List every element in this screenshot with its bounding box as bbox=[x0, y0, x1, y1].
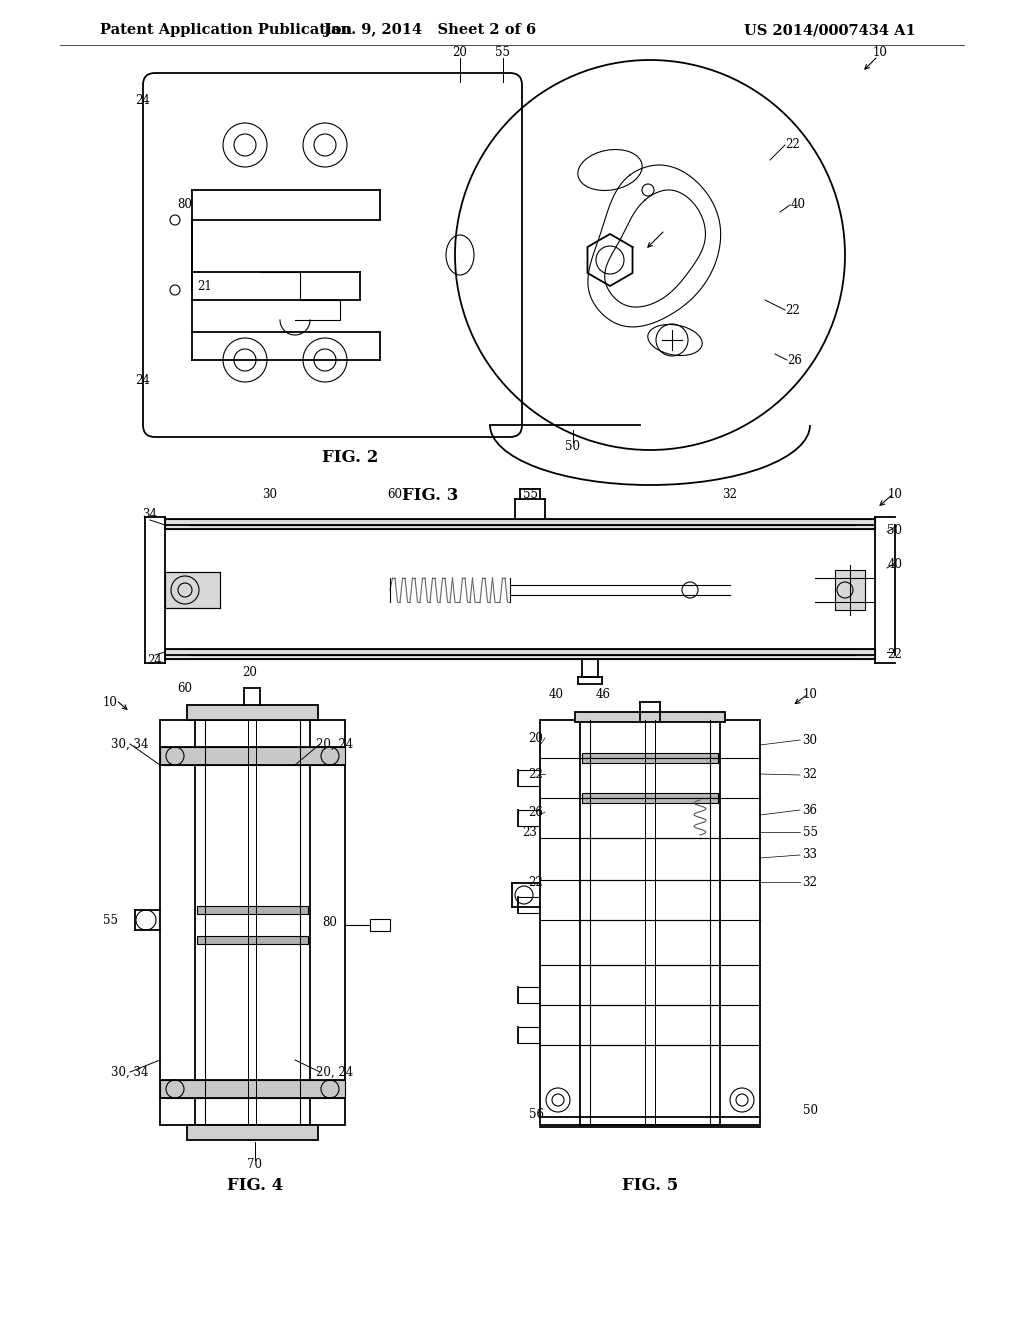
Text: FIG. 3: FIG. 3 bbox=[401, 487, 458, 503]
Text: 50: 50 bbox=[565, 441, 581, 454]
Bar bbox=[160, 719, 345, 1125]
Text: 10: 10 bbox=[872, 45, 888, 58]
Text: 46: 46 bbox=[596, 689, 610, 701]
Bar bbox=[165, 649, 874, 659]
Text: 20, 24: 20, 24 bbox=[316, 738, 353, 751]
Text: 20, 24: 20, 24 bbox=[316, 1065, 353, 1078]
Text: 30: 30 bbox=[803, 734, 817, 747]
Text: 50: 50 bbox=[888, 524, 902, 536]
Text: FIG. 4: FIG. 4 bbox=[227, 1176, 283, 1193]
Text: 24: 24 bbox=[147, 653, 163, 667]
Text: 55: 55 bbox=[496, 45, 511, 58]
Text: 32: 32 bbox=[803, 768, 817, 781]
Text: 55: 55 bbox=[102, 913, 118, 927]
Bar bbox=[370, 919, 390, 931]
Bar bbox=[197, 936, 308, 944]
Bar bbox=[160, 1080, 345, 1098]
Text: 60: 60 bbox=[387, 488, 402, 502]
Text: 22: 22 bbox=[785, 304, 801, 317]
Text: 10: 10 bbox=[803, 689, 817, 701]
Text: 80: 80 bbox=[323, 916, 338, 929]
Bar bbox=[197, 906, 308, 913]
Text: FIG. 5: FIG. 5 bbox=[622, 1176, 678, 1193]
Text: 10: 10 bbox=[888, 488, 902, 502]
Text: 23: 23 bbox=[522, 825, 538, 838]
Text: Patent Application Publication: Patent Application Publication bbox=[100, 22, 352, 37]
Text: 50: 50 bbox=[803, 1104, 817, 1117]
Text: 10: 10 bbox=[102, 696, 118, 709]
Text: 60: 60 bbox=[177, 681, 193, 694]
Bar bbox=[187, 1125, 318, 1140]
Text: 70: 70 bbox=[248, 1159, 262, 1172]
Bar bbox=[165, 572, 220, 609]
Text: 30, 34: 30, 34 bbox=[112, 738, 148, 751]
Text: 30: 30 bbox=[262, 488, 278, 502]
Bar bbox=[582, 752, 718, 763]
Text: 26: 26 bbox=[787, 354, 803, 367]
Text: 22: 22 bbox=[528, 767, 544, 780]
Bar bbox=[582, 793, 718, 803]
Bar bbox=[160, 747, 345, 766]
Text: 26: 26 bbox=[528, 805, 544, 818]
Text: 20: 20 bbox=[243, 665, 257, 678]
Bar bbox=[575, 711, 725, 722]
Text: 56: 56 bbox=[528, 1109, 544, 1122]
Text: 36: 36 bbox=[803, 804, 817, 817]
Text: 20: 20 bbox=[453, 45, 467, 58]
Text: 55: 55 bbox=[803, 825, 817, 838]
Text: 40: 40 bbox=[791, 198, 806, 211]
Text: Jan. 9, 2014   Sheet 2 of 6: Jan. 9, 2014 Sheet 2 of 6 bbox=[324, 22, 536, 37]
Bar bbox=[580, 719, 720, 1125]
Text: 22: 22 bbox=[528, 875, 544, 888]
Text: 40: 40 bbox=[549, 689, 563, 701]
Text: 24: 24 bbox=[135, 374, 151, 387]
Text: 80: 80 bbox=[177, 198, 193, 211]
Bar bbox=[187, 705, 318, 719]
Text: 24: 24 bbox=[135, 94, 151, 107]
Text: 40: 40 bbox=[888, 558, 902, 572]
Text: 32: 32 bbox=[723, 488, 737, 502]
Bar bbox=[540, 719, 760, 1125]
Text: 22: 22 bbox=[785, 139, 801, 152]
Text: FIG. 2: FIG. 2 bbox=[322, 450, 378, 466]
Text: 22: 22 bbox=[888, 648, 902, 661]
Text: 34: 34 bbox=[142, 508, 158, 521]
Text: 55: 55 bbox=[522, 488, 538, 502]
Bar bbox=[835, 570, 865, 610]
Text: 30, 34: 30, 34 bbox=[112, 1065, 148, 1078]
Text: 20: 20 bbox=[528, 731, 544, 744]
Text: 33: 33 bbox=[803, 849, 817, 862]
Text: US 2014/0007434 A1: US 2014/0007434 A1 bbox=[744, 22, 915, 37]
Text: 32: 32 bbox=[803, 875, 817, 888]
Bar bbox=[195, 719, 310, 1125]
Bar bbox=[165, 519, 874, 529]
Text: 21: 21 bbox=[198, 280, 212, 293]
